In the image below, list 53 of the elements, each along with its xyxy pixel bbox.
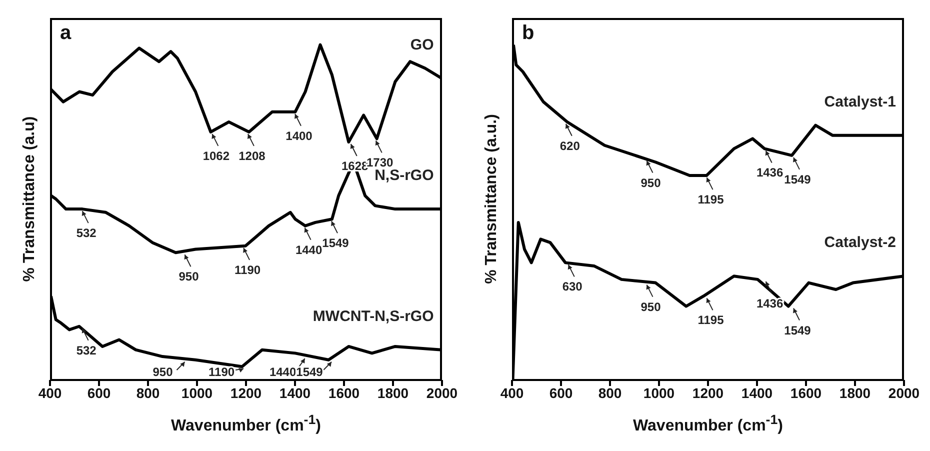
annotation: 1208 <box>238 148 266 163</box>
x-tick-label: 1600 <box>790 384 822 401</box>
annotation: 1195 <box>698 192 724 207</box>
y-axis-title: % Transmittance (a.u) <box>21 116 39 282</box>
annotation: 1549 <box>784 172 812 186</box>
annotation: 1190 <box>234 262 261 277</box>
annotation: 1440 <box>295 242 322 257</box>
annotation: 1436 <box>756 166 784 180</box>
annotation: 1190 <box>208 365 235 379</box>
annotation: 620 <box>560 138 580 153</box>
x-tick-label: 600 <box>87 384 111 401</box>
x-tick-label: 1200 <box>230 384 262 401</box>
annotation: 532 <box>76 343 97 358</box>
series-label: Catalyst-2 <box>824 234 896 252</box>
annotation: 1400 <box>286 128 313 143</box>
annotation: 1195 <box>698 313 724 328</box>
text: b <box>522 22 534 45</box>
x-axis-title: Wavenumber (cm$^{-1}$) <box>632 412 784 436</box>
series-label: Catalyst-1 <box>824 93 896 110</box>
series-label: MWCNT-N,S-rGO <box>312 308 434 325</box>
x-tick-label: 400 <box>500 384 524 401</box>
annotation: 1062 <box>202 148 230 163</box>
x-tick-label: 1000 <box>643 384 675 401</box>
x-tick-label: 2000 <box>888 384 920 401</box>
y-axis-title: % Transmittance (a.u.) <box>483 114 501 284</box>
x-tick-label: 1400 <box>279 384 311 401</box>
x-tick-label: 800 <box>136 384 160 401</box>
annotation: 630 <box>562 280 583 294</box>
x-tick-label: 400 <box>38 384 62 401</box>
x-tick-label: 1600 <box>328 384 360 401</box>
x-tick-label: 800 <box>598 384 622 401</box>
annotation: 1440 <box>269 365 296 379</box>
x-tick-label: 1800 <box>839 384 871 401</box>
x-tick-label: 1400 <box>741 384 773 401</box>
text: a <box>60 22 72 45</box>
x-axis-title: Wavenumber (cm$^{-1}$) <box>170 412 322 436</box>
annotation: 1549 <box>322 236 350 250</box>
annotation: 1436 <box>756 296 784 310</box>
x-tick-label: 1000 <box>181 384 213 401</box>
annotation: 1730 <box>366 156 394 170</box>
series-label: GO <box>410 36 434 54</box>
annotation: 950 <box>640 300 662 314</box>
x-tick-label: 1800 <box>377 384 409 401</box>
x-tick-label: 2000 <box>426 384 458 401</box>
annotation: 1549 <box>784 323 812 338</box>
annotation: 1549 <box>296 365 324 379</box>
annotation: 950 <box>178 270 200 284</box>
series-label: N,S-rGO <box>374 167 434 184</box>
annotation: 950 <box>152 365 174 379</box>
x-tick-label: 1200 <box>692 384 724 401</box>
annotation: 532 <box>76 226 97 240</box>
x-tick-label: 600 <box>549 384 573 401</box>
annotation: 950 <box>640 176 662 190</box>
